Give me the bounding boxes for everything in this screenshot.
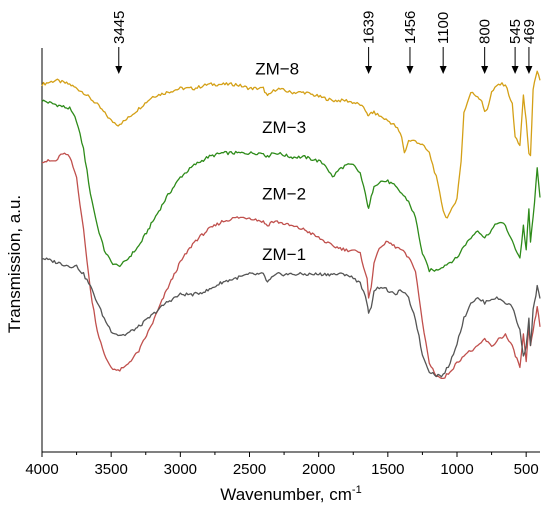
peak-arrow-head [525, 66, 533, 74]
peak-label: 800 [477, 19, 494, 44]
peak-arrow-head [406, 66, 414, 74]
peak-arrow-head [115, 66, 123, 74]
series-label: ZM−2 [262, 185, 306, 204]
peak-arrow-head [439, 66, 447, 74]
peak-arrow-head [481, 66, 489, 74]
x-tick-label: 2500 [233, 461, 266, 478]
series-label: ZM−1 [262, 245, 306, 264]
plot-area: 4000 3500 3000 2500 2000 1500 1000 500 3445 1639… [25, 11, 541, 478]
peak-label: 3445 [111, 11, 128, 44]
peak-label: 1639 [361, 11, 378, 44]
series-group [41, 70, 541, 380]
peak-arrow-head [511, 66, 519, 74]
peak-label: 1456 [402, 11, 419, 44]
x-tick-label: 500 [514, 461, 539, 478]
series-label: ZM−8 [255, 59, 299, 78]
series-line-zm-3 [41, 99, 541, 273]
series-line-zm-2 [41, 152, 541, 380]
y-axis-title: Transmission, a.u. [5, 195, 24, 333]
series-labels: ZM−8 ZM−3 ZM−2 ZM−1 [255, 59, 306, 264]
peak-label: 545 [507, 19, 524, 44]
series-line-zm-8 [41, 70, 541, 219]
x-tick-label: 4000 [25, 461, 58, 478]
x-ticks: 4000 3500 3000 2500 2000 1500 1000 500 [25, 452, 539, 478]
series-label: ZM−3 [262, 118, 306, 137]
peak-arrow-head [365, 66, 373, 74]
x-tick-label: 1000 [440, 461, 473, 478]
peak-label: 469 [521, 19, 538, 44]
x-axis-title: Wavenumber, cm-1 [220, 484, 361, 504]
x-tick-label: 3000 [164, 461, 197, 478]
series-line-zm-1 [42, 257, 541, 378]
x-tick-label: 3500 [94, 461, 127, 478]
peak-label: 1100 [435, 12, 452, 44]
x-tick-label: 1500 [371, 461, 404, 478]
x-tick-label: 2000 [302, 461, 335, 478]
